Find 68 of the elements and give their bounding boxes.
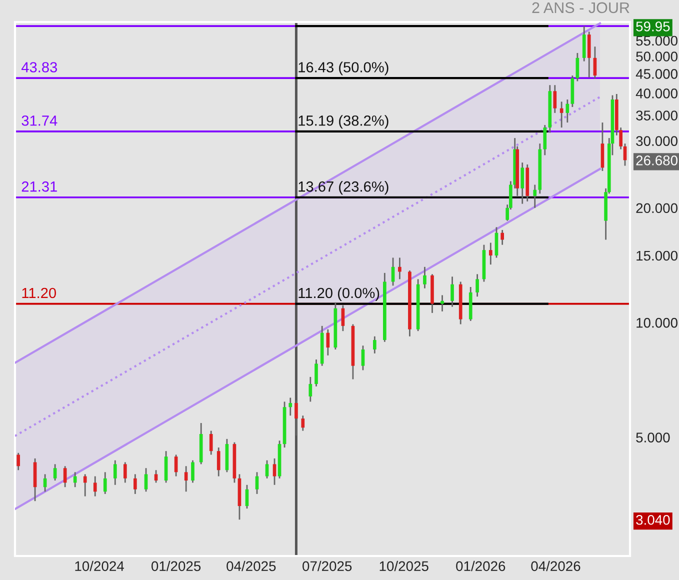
candlestick	[423, 266, 426, 290]
x-tick-label: 01/2026	[456, 560, 506, 572]
ref-line-label: 43.83	[21, 62, 58, 72]
y-tick-label: 40.000	[636, 88, 678, 98]
candlestick	[133, 474, 137, 495]
y-tick-label: 20.000	[636, 203, 678, 214]
y-tick-label: 55.000	[636, 36, 678, 46]
y-tick-label: 10.000	[636, 318, 678, 328]
candlestick	[53, 463, 57, 482]
y-tick-label: 45.000	[636, 69, 678, 79]
candlestick	[476, 273, 479, 298]
candlestick	[440, 294, 444, 312]
candlestick	[450, 276, 454, 308]
y-tick-label: 35.000	[636, 110, 678, 120]
y-tick-label: 3.040	[636, 514, 670, 525]
annotation: 11.20 (0.0%)	[298, 287, 380, 302]
annotation: 13.67 (23.6%)	[298, 181, 388, 195]
y-tick-label: 5.000	[636, 432, 670, 442]
candlestick	[500, 229, 504, 246]
candlestick	[123, 462, 127, 484]
candlestick	[184, 465, 188, 492]
y-tick-label: 15.000	[636, 250, 678, 261]
candlestick	[209, 430, 213, 456]
candlestick	[16, 452, 20, 471]
candlestick	[154, 469, 158, 484]
candlestick	[191, 460, 194, 484]
candlestick	[308, 376, 312, 402]
candlestick	[288, 397, 292, 416]
annotation: 16.43 (50.0%)	[298, 62, 388, 76]
chart-title: 2 ANS - JOUR	[532, 2, 630, 14]
candlestick	[73, 471, 77, 488]
candlestick	[272, 458, 276, 486]
x-tick-label: 01/2025	[151, 560, 201, 572]
candlestick	[301, 414, 305, 432]
x-tick-label: 04/2025	[226, 560, 276, 572]
candlestick	[553, 84, 557, 114]
candlestick	[533, 184, 537, 209]
x-tick-label: 04/2026	[531, 560, 580, 572]
candlestick	[83, 474, 87, 497]
candlestick	[587, 31, 591, 78]
candlestick	[103, 471, 107, 495]
candlestick	[543, 124, 547, 156]
y-tick-label: 30.000	[636, 136, 678, 146]
ref-line-label: 31.74	[22, 115, 58, 126]
x-tick-label: 10/2025	[380, 560, 428, 572]
candlestick	[265, 460, 269, 480]
candlestick	[294, 400, 298, 436]
annotation: 15.19 (38.2%)	[298, 115, 388, 129]
ref-line-label: 11.20	[22, 288, 56, 298]
candlestick	[398, 257, 402, 280]
y-tick-label: 50.000	[636, 52, 678, 62]
y-tick-label: 26.680	[636, 156, 678, 166]
candlestick	[144, 467, 148, 492]
x-tick-label: 07/2025	[302, 560, 352, 572]
candlestick	[566, 98, 570, 124]
candlestick	[520, 162, 524, 204]
candlestick	[361, 344, 365, 371]
candlestick	[314, 358, 318, 388]
candlestick	[216, 446, 220, 477]
candlestick	[113, 460, 117, 486]
ref-line-label: 21.31	[22, 181, 57, 192]
y-tick-label: 59.95	[636, 22, 670, 32]
candlestick	[488, 242, 492, 266]
candlestick	[93, 476, 97, 497]
x-tick-label: 10/2024	[75, 560, 124, 572]
candlestick	[582, 26, 586, 62]
candlestick	[372, 336, 376, 354]
candlestick	[164, 450, 168, 484]
